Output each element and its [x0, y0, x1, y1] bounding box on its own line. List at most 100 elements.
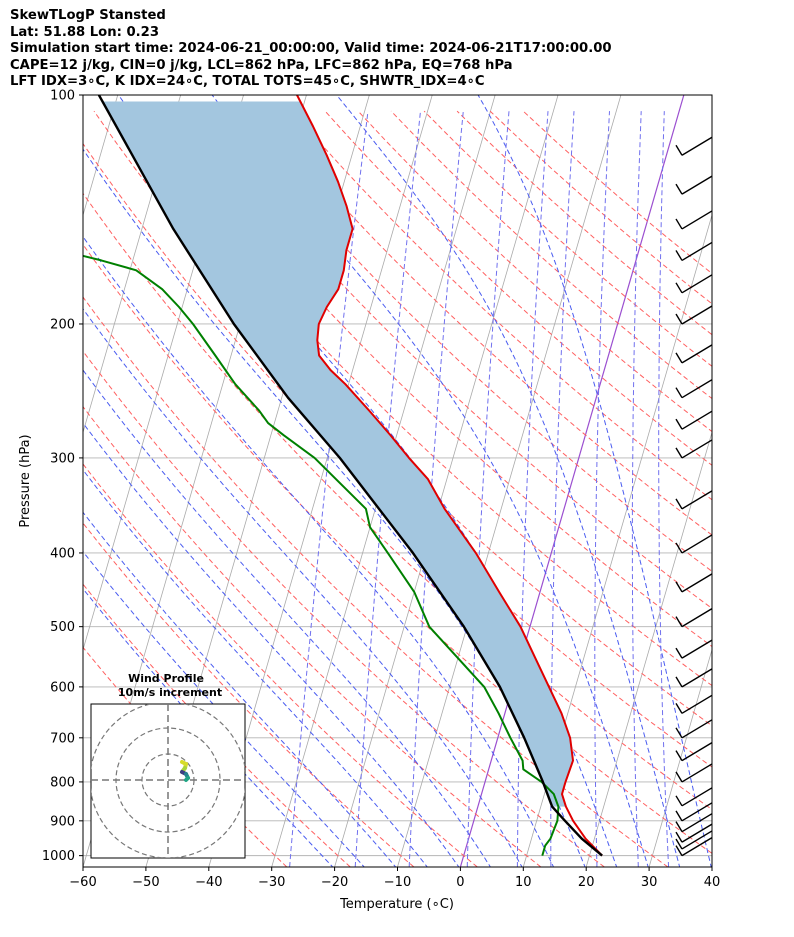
wind-barb [681, 694, 713, 714]
wind-barb-flag [675, 387, 683, 399]
x-tick-label: 10 [515, 875, 532, 890]
isotherm-line [208, 95, 433, 867]
hodograph-segment [184, 776, 190, 782]
wind-barb-flag [675, 771, 683, 783]
wind-barb [681, 210, 713, 230]
wind-barb-flag [675, 282, 683, 294]
wind-barb [681, 534, 713, 554]
moist-adiabat-line [211, 95, 649, 867]
dry-adiabat-line [456, 110, 712, 336]
wind-barb-flag [675, 821, 683, 833]
wind-barb-flag [675, 447, 683, 459]
moist-adiabat-line [83, 308, 523, 867]
wind-barb [681, 175, 713, 195]
moist-adiabat-line [83, 588, 334, 867]
x-tick-label: −30 [258, 875, 285, 890]
x-tick-label: −60 [69, 875, 96, 890]
mixing-ratio-line [408, 111, 464, 867]
dry-adiabat-line [423, 110, 712, 367]
moist-adiabat-line [477, 95, 712, 867]
wind-barb-flag [675, 810, 683, 822]
wind-barb [681, 763, 713, 783]
chart-title: SkewTLogP Stansted [10, 8, 166, 23]
wind-barb [681, 813, 713, 833]
wind-barb-flag [675, 616, 683, 628]
location-line: Lat: 51.88 Lon: 0.23 [10, 24, 160, 40]
wind-barb-flag [675, 542, 683, 554]
x-tick-label: −50 [132, 875, 159, 890]
moist-adiabat-line [336, 95, 681, 867]
wind-barb [681, 490, 713, 510]
y-tick-label: 600 [50, 680, 75, 695]
wind-barb [681, 241, 713, 262]
wind-barb-flag [675, 352, 683, 364]
mixing-ratio-line [658, 111, 670, 867]
isotherm-line [585, 430, 712, 867]
wind-barb [681, 742, 713, 762]
mixing-ratio-line [354, 111, 421, 867]
wind-barb [681, 608, 713, 628]
parcel-profile-line [97, 95, 603, 857]
dry-adiabat-line [126, 110, 712, 687]
wind-barb-flag [675, 702, 683, 714]
y-tick-label: 200 [50, 317, 75, 332]
wind-barb-flag [675, 250, 683, 261]
y-tick-label: 300 [50, 451, 75, 466]
mixing-ratio-line [594, 111, 610, 867]
wind-barb-flag [675, 647, 683, 659]
x-tick-label: 0 [456, 875, 464, 890]
wind-barb-flag [675, 183, 683, 195]
dry-adiabat-line [159, 110, 712, 648]
moist-adiabat-line [83, 369, 491, 867]
x-tick-label: 40 [704, 875, 721, 890]
dry-adiabat-line [390, 110, 712, 400]
y-tick-label: 100 [50, 89, 75, 104]
wind-barb-flag [675, 750, 683, 761]
dry-adiabat-line [83, 243, 712, 854]
wind-barb [681, 787, 713, 807]
temperature-profile-line [296, 95, 603, 857]
wind-barb-flag [675, 838, 683, 850]
wind-barb [681, 344, 713, 364]
inset-title-2: 10m/s increment [118, 686, 222, 699]
x-tick-label: −40 [195, 875, 222, 890]
dry-adiabat-line [83, 522, 415, 867]
moist-adiabat-line [83, 550, 365, 867]
wind-barb [681, 639, 713, 659]
wind-barb [681, 379, 713, 399]
zero-isotherm-line [459, 95, 685, 867]
y-tick-label: 700 [50, 731, 75, 746]
wind-barb-flag [675, 144, 683, 156]
wind-barb [681, 802, 713, 822]
y-tick-label: 1000 [42, 849, 75, 864]
x-tick-label: −10 [384, 875, 411, 890]
wind-barb-flag [675, 418, 683, 430]
mixing-ratio-line [516, 111, 549, 867]
x-tick-label: −20 [321, 875, 348, 890]
wind-barb [681, 439, 713, 459]
moist-adiabat-line [83, 422, 460, 867]
dry-adiabat-line [324, 110, 712, 466]
mixing-ratio-line [631, 111, 642, 867]
moist-adiabat-line [83, 469, 428, 867]
dry-adiabat-line [83, 296, 669, 867]
wind-barb [681, 573, 713, 593]
wind-barb [681, 668, 713, 688]
y-axis-label: Pressure (hPa) [18, 434, 33, 527]
dry-adiabat-line [83, 350, 605, 867]
wind-barb-flag [675, 727, 683, 739]
wind-barb-flag [675, 313, 683, 325]
wind-barb-flag [675, 831, 683, 843]
wind-barb [681, 830, 713, 850]
wind-barb [681, 305, 713, 325]
dewpoint-profile-line [83, 254, 560, 856]
isotherm-line [83, 95, 182, 434]
wind-barb-flag [675, 581, 683, 593]
moist-adiabat-line [83, 148, 586, 867]
wind-barb-flag [675, 795, 683, 807]
isotherm-line [334, 95, 559, 867]
wind-barb-flag [675, 218, 683, 230]
time-line: Simulation start time: 2024-06-21_00:00:… [10, 41, 612, 57]
isotherm-line [397, 95, 622, 867]
